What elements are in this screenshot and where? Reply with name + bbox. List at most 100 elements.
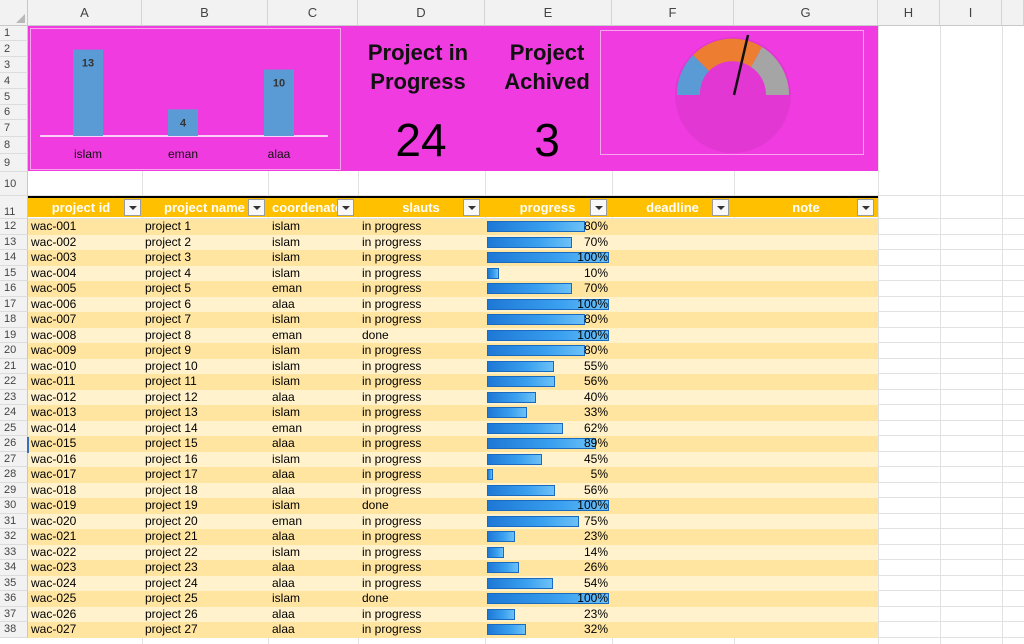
table-row[interactable]: wac-020 project 20 eman in progress 75% (28, 513, 878, 529)
cell-progress[interactable]: 70% (583, 281, 608, 295)
cell-coordenator[interactable]: eman (272, 327, 303, 342)
cell-progress[interactable]: 100% (577, 250, 608, 264)
row-header-20[interactable]: 20 (0, 343, 28, 359)
cell-status[interactable]: in progress (362, 529, 422, 543)
row-header-12[interactable]: 12 (0, 219, 28, 235)
cell-status[interactable]: in progress (362, 467, 422, 481)
row-header-16[interactable]: 16 (0, 281, 28, 297)
cell-project-name[interactable]: project 4 (145, 265, 192, 280)
row-header-32[interactable]: 32 (0, 529, 28, 545)
cell-project-id[interactable]: wac-010 (31, 358, 77, 373)
row-header-25[interactable]: 25 (0, 420, 28, 436)
cell-status[interactable]: in progress (362, 219, 422, 233)
cell-coordenator[interactable]: islam (272, 591, 301, 605)
cell-status[interactable]: in progress (362, 436, 422, 450)
cell-project-id[interactable]: wac-026 (31, 606, 77, 621)
cell-status[interactable]: in progress (362, 265, 422, 280)
cell-status[interactable]: in progress (362, 389, 422, 404)
cell-progress[interactable]: 80% (583, 219, 608, 233)
table-row[interactable]: wac-027 project 27 alaa in progress 32% (28, 622, 878, 638)
filter-note-button[interactable] (857, 199, 874, 216)
filter-project-name-button[interactable] (248, 199, 265, 216)
cell-project-name[interactable]: project 20 (145, 513, 198, 528)
cell-project-name[interactable]: project 5 (145, 281, 192, 295)
cell-progress[interactable]: 40% (583, 389, 608, 404)
cell-status[interactable]: in progress (362, 281, 422, 295)
cell-status[interactable]: in progress (362, 451, 422, 466)
cell-progress[interactable]: 89% (583, 436, 608, 450)
cell-coordenator[interactable]: alaa (272, 296, 295, 311)
row-header-9[interactable]: 9 (0, 154, 28, 172)
table-row[interactable]: wac-018 project 18 alaa in progress 56% (28, 482, 878, 498)
cell-coordenator[interactable]: islam (272, 312, 301, 326)
row-header-23[interactable]: 23 (0, 389, 28, 405)
bar-chart-frame[interactable] (30, 28, 341, 170)
row-header-22[interactable]: 22 (0, 374, 28, 390)
row-header-3[interactable]: 3 (0, 57, 28, 73)
cell-status[interactable]: in progress (362, 420, 422, 435)
cell-coordenator[interactable]: islam (272, 374, 301, 388)
cell-project-id[interactable]: wac-019 (31, 498, 77, 512)
row-header-38[interactable]: 38 (0, 622, 28, 638)
cell-progress[interactable]: 56% (583, 482, 608, 497)
cell-project-id[interactable]: wac-027 (31, 622, 77, 636)
table-row[interactable]: wac-006 project 6 alaa in progress 100% (28, 296, 878, 312)
cell-project-id[interactable]: wac-018 (31, 482, 77, 497)
table-row[interactable]: wac-017 project 17 alaa in progress 5% (28, 467, 878, 483)
column-header-d[interactable]: D (358, 0, 485, 26)
cell-project-id[interactable]: wac-009 (31, 343, 77, 357)
table-row[interactable]: wac-026 project 26 alaa in progress 23% (28, 606, 878, 622)
cell-project-id[interactable]: wac-008 (31, 327, 77, 342)
cell-project-name[interactable]: project 6 (145, 296, 192, 311)
column-header-a[interactable]: A (28, 0, 142, 26)
cell-status[interactable]: in progress (362, 358, 422, 373)
filter-project-id-button[interactable] (124, 199, 141, 216)
cell-progress[interactable]: 23% (583, 606, 608, 621)
column-header-f[interactable]: F (612, 0, 734, 26)
cell-project-id[interactable]: wac-023 (31, 560, 77, 574)
filter-status-button[interactable] (463, 199, 480, 216)
cell-coordenator[interactable]: alaa (272, 560, 295, 574)
cell-project-name[interactable]: project 1 (145, 219, 192, 233)
cell-progress[interactable]: 45% (583, 451, 608, 466)
cell-progress[interactable]: 100% (577, 591, 608, 605)
cell-status[interactable]: in progress (362, 296, 422, 311)
cell-coordenator[interactable]: islam (272, 405, 301, 419)
cell-status[interactable]: done (362, 498, 389, 512)
table-row[interactable]: wac-001 project 1 islam in progress 80% (28, 219, 878, 235)
table-row[interactable]: wac-024 project 24 alaa in progress 54% (28, 575, 878, 591)
cell-status[interactable]: in progress (362, 622, 422, 636)
row-header-4[interactable]: 4 (0, 73, 28, 89)
cell-project-name[interactable]: project 9 (145, 343, 192, 357)
cell-project-name[interactable]: project 19 (145, 498, 198, 512)
cell-status[interactable]: done (362, 591, 389, 605)
row-header-10[interactable]: 10 (0, 172, 28, 196)
table-row[interactable]: wac-025 project 25 islam done 100% (28, 591, 878, 607)
cell-coordenator[interactable]: alaa (272, 622, 295, 636)
cell-progress[interactable]: 10% (583, 265, 608, 280)
row-header-8[interactable]: 8 (0, 137, 28, 154)
cell-project-id[interactable]: wac-006 (31, 296, 77, 311)
cell-project-name[interactable]: project 14 (145, 420, 198, 435)
column-header-c[interactable]: C (268, 0, 358, 26)
cell-project-name[interactable]: project 11 (145, 374, 197, 388)
cell-progress[interactable]: 100% (577, 327, 608, 342)
cell-project-id[interactable]: wac-014 (31, 420, 77, 435)
cell-status[interactable]: done (362, 327, 389, 342)
row-header-17[interactable]: 17 (0, 296, 28, 312)
cell-progress[interactable]: 55% (583, 358, 608, 373)
cell-status[interactable]: in progress (362, 250, 422, 264)
table-row[interactable]: wac-015 project 15 alaa in progress 89% (28, 436, 878, 452)
table-row[interactable]: wac-013 project 13 islam in progress 33% (28, 405, 878, 421)
cell-project-name[interactable]: project 15 (145, 436, 198, 450)
row-header-2[interactable]: 2 (0, 41, 28, 57)
cell-project-name[interactable]: project 26 (145, 606, 198, 621)
row-header-36[interactable]: 36 (0, 591, 28, 607)
cell-coordenator[interactable]: islam (272, 544, 301, 559)
row-header-14[interactable]: 14 (0, 250, 28, 266)
cell-project-name[interactable]: project 13 (145, 405, 198, 419)
gauge-chart-frame[interactable] (600, 30, 864, 155)
cell-project-name[interactable]: project 8 (145, 327, 192, 342)
row-header-33[interactable]: 33 (0, 544, 28, 560)
cell-project-id[interactable]: wac-021 (31, 529, 77, 543)
